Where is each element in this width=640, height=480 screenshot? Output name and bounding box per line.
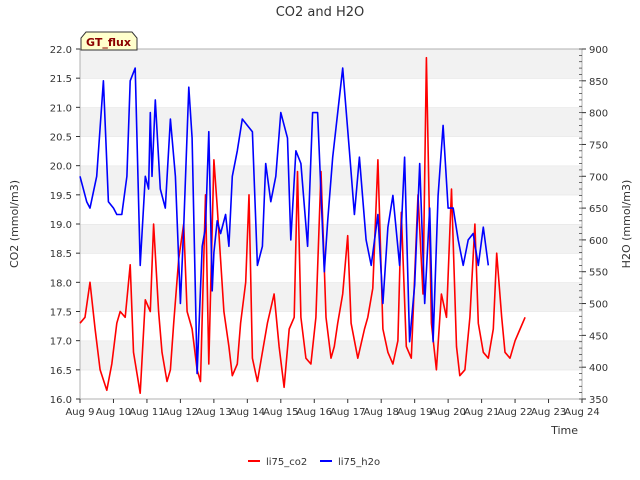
x-tick-label: Aug 24	[564, 407, 599, 418]
x-tick-label: Aug 13	[196, 407, 231, 418]
x-tick-label: Aug 14	[230, 407, 265, 418]
right-axis: 350 400 450 500 550 600 650 700 750 800 850 900	[579, 45, 608, 406]
y-left-tick-label: 16.5	[50, 366, 72, 377]
y-left-tick-label: 19.0	[50, 220, 72, 231]
y-left-tick-label: 21.0	[50, 103, 72, 114]
x-tick-label: Aug 16	[297, 407, 332, 418]
legend: li75_co2 li75_h2o	[248, 457, 380, 468]
grid-bands	[80, 48, 582, 399]
grid-band	[80, 369, 582, 399]
y-axis-left-label: CO2 (mmol/m3)	[8, 180, 21, 268]
x-axis-label: Time	[550, 424, 578, 437]
y-right-tick-label: 600	[589, 236, 608, 247]
grid-band	[80, 78, 582, 108]
y-right-tick-label: 400	[589, 363, 608, 374]
x-tick-label: Aug 17	[330, 407, 365, 418]
y-axis-right-label: H2O (mmol/m3)	[620, 180, 633, 269]
y-left-tick-label: 17.5	[50, 308, 72, 319]
series-layer	[79, 56, 526, 395]
x-tick-label: Aug 22	[497, 407, 532, 418]
y-left-tick-label: 21.5	[50, 74, 72, 85]
grid-band	[80, 194, 582, 224]
y-right-tick-label: 900	[589, 45, 608, 56]
legend-label-li75_co2: li75_co2	[266, 457, 307, 468]
series-line-li75_h2o	[79, 67, 490, 375]
y-right-tick-label: 700	[589, 172, 608, 183]
y-left-tick-label: 17.0	[50, 337, 72, 348]
grid-band	[80, 107, 582, 137]
x-tick-label: Aug 21	[464, 407, 499, 418]
y-right-tick-label: 800	[589, 109, 608, 120]
badge-shape	[80, 31, 138, 51]
grid-band	[80, 282, 582, 312]
grid-band	[80, 311, 582, 341]
x-tick-label: Aug 18	[363, 407, 398, 418]
y-right-tick-label: 850	[589, 77, 608, 88]
x-tick-label: Aug 15	[263, 407, 298, 418]
y-right-tick-label: 450	[589, 331, 608, 342]
grid-band	[80, 49, 582, 79]
y-left-tick-label: 18.5	[50, 249, 72, 260]
y-right-tick-label: 500	[589, 300, 608, 311]
y-left-tick-label: 20.0	[50, 162, 72, 173]
y-left-tick-label: 22.0	[50, 45, 72, 56]
y-left-tick-label: 19.5	[50, 191, 72, 202]
y-left-tick-label: 18.0	[50, 278, 72, 289]
y-right-tick-label: 650	[589, 204, 608, 215]
badge: GT_flux	[80, 31, 138, 51]
left-axis: 16.0 16.5 17.0 17.5 18.0 18.5 19.0 19.5 20.0 20.5…	[50, 45, 80, 406]
x-tick-label: Aug 19	[397, 407, 432, 418]
x-tick-label: Aug 9	[65, 407, 94, 418]
chart-title: CO2 and H2O	[276, 5, 365, 20]
x-tick-label: Aug 12	[163, 407, 198, 418]
x-tick-label: Aug 11	[129, 407, 164, 418]
legend-label-li75_h2o: li75_h2o	[338, 457, 380, 468]
y-right-tick-label: 350	[589, 395, 608, 406]
x-tick-label: Aug 10	[96, 407, 131, 418]
y-left-tick-label: 20.5	[50, 133, 72, 144]
x-tick-label: Aug 20	[430, 407, 465, 418]
y-right-tick-label: 550	[589, 268, 608, 279]
x-tick-label: Aug 23	[531, 407, 566, 418]
grid-band	[80, 224, 582, 254]
y-left-tick-label: 16.0	[50, 395, 72, 406]
y-right-tick-label: 750	[589, 140, 608, 151]
grid-band	[80, 136, 582, 166]
badge-label: GT_flux	[86, 36, 131, 49]
series-line-li75_co2	[79, 56, 526, 395]
